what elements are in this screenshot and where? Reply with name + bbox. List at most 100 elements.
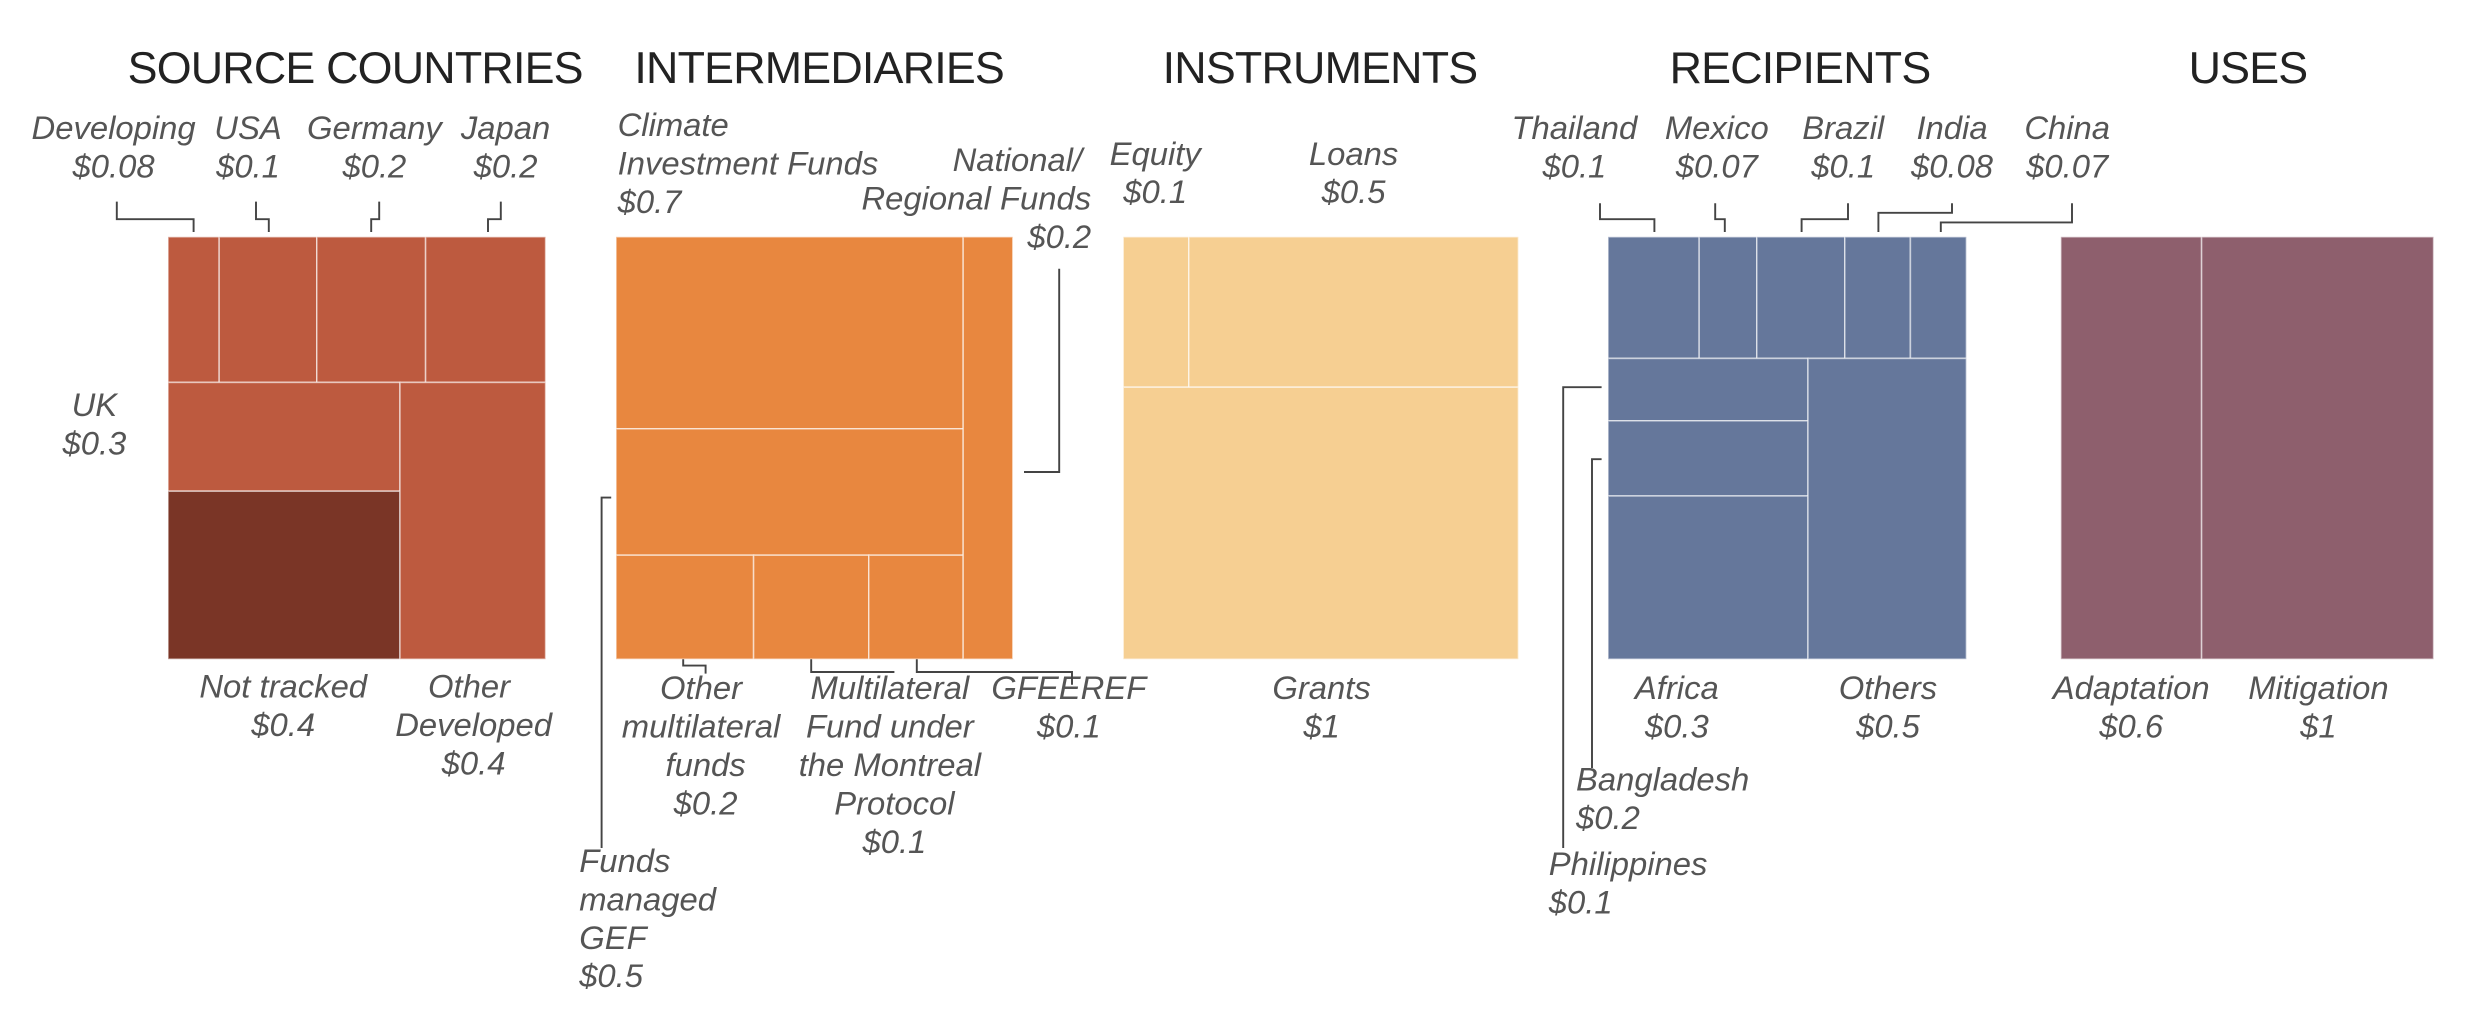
category-label: Others <box>1839 669 1937 706</box>
value-label: $1 <box>2299 708 2336 745</box>
category-label: GFEEREF <box>991 669 1148 706</box>
category-label: Loans <box>1309 135 1398 172</box>
panel-title: INSTRUMENTS <box>1163 43 1478 93</box>
treemap-cell <box>615 236 964 430</box>
leader-line <box>255 201 270 232</box>
treemap-cell <box>1607 495 1809 660</box>
category-label: Not tracked <box>199 668 368 705</box>
value-label: $0.08 <box>1910 148 1994 185</box>
treemap-cell <box>1698 236 1758 360</box>
category-label: Adaptation <box>2051 669 2210 706</box>
category-label: Japan <box>460 109 550 146</box>
value-label: $0.1 <box>1541 148 1606 185</box>
value-label: $0.2 <box>1026 218 1091 255</box>
value-label: $0.1 <box>1810 148 1875 185</box>
treemap-cell <box>424 236 547 384</box>
leader-line <box>1877 203 1953 232</box>
treemap-cell <box>1122 236 1190 388</box>
value-label: $0.3 <box>1644 708 1709 745</box>
category-label: Brazil <box>1802 109 1886 146</box>
value-label: $0.7 <box>617 183 684 220</box>
treemap-cell <box>868 554 964 660</box>
treemap-cell <box>2060 235 2203 660</box>
category-label: China <box>2024 109 2110 146</box>
treemap-cell <box>1844 236 1912 360</box>
treemap-cell <box>1607 357 1809 422</box>
value-label: $0.1 <box>1122 173 1187 210</box>
treemap-cell <box>962 235 1014 660</box>
treemap-cell <box>615 554 755 660</box>
value-label: $0.6 <box>2098 708 2164 745</box>
category-label: Thailand <box>1511 109 1639 146</box>
category-label: Grants <box>1272 669 1370 706</box>
category-label: Bangladesh <box>1576 760 1749 797</box>
treemap-cell <box>1807 357 1968 660</box>
leader-line <box>115 201 195 232</box>
value-label: $0.2 <box>341 148 406 185</box>
category-label: Philippines <box>1549 845 1708 882</box>
treemap-cell <box>1188 236 1520 388</box>
treemap-cell <box>752 554 870 660</box>
treemap-cell <box>2200 235 2435 660</box>
value-label: $0.2 <box>1575 799 1640 836</box>
value-label: $0.1 <box>1036 708 1101 745</box>
panel-title: SOURCE COUNTRIES <box>128 43 583 93</box>
value-label: $0.4 <box>441 744 506 781</box>
value-label: $0.1 <box>215 148 280 185</box>
value-label: $0.08 <box>72 148 156 185</box>
leader-line <box>682 659 707 674</box>
category-label: Other multilateral funds <box>622 669 790 783</box>
category-label: Mexico <box>1665 109 1769 146</box>
category-label: Equity <box>1110 135 1204 172</box>
value-label: $0.07 <box>2025 148 2110 185</box>
category-label: Climate Investment Funds <box>618 106 879 181</box>
leader-line <box>1562 386 1602 848</box>
treemap-cell <box>1607 420 1809 497</box>
value-label: $0.07 <box>1675 148 1760 185</box>
treemap-cell <box>167 236 221 384</box>
category-label: Multilateral Fund under the Montreal Pro… <box>799 669 990 821</box>
category-label: UK <box>72 386 120 423</box>
value-label: $0.3 <box>61 424 126 461</box>
treemap-cell <box>167 490 401 660</box>
category-label: Other Developed <box>395 668 554 743</box>
leader-line <box>370 201 381 232</box>
value-label: $0.5 <box>1321 173 1387 210</box>
value-label: $0.2 <box>473 148 538 185</box>
treemap-cell <box>399 381 547 661</box>
category-label: USA <box>214 109 281 146</box>
category-label: Germany <box>307 109 444 146</box>
panel-title: RECIPIENTS <box>1670 43 1931 93</box>
category-label: Mitigation <box>2248 669 2388 706</box>
value-label: $0.4 <box>250 706 315 743</box>
treemap-cell <box>167 381 401 492</box>
leader-line <box>1939 203 2073 232</box>
treemap-cell <box>218 236 318 384</box>
panel-title: INTERMEDIARIES <box>634 43 1004 93</box>
leader-line <box>915 659 1073 685</box>
leader-line <box>1800 203 1849 232</box>
value-label: $0.1 <box>861 823 926 860</box>
leader-line <box>1714 203 1726 232</box>
category-label: Africa <box>1633 669 1719 706</box>
leader-line <box>810 659 895 673</box>
value-label: $0.5 <box>1855 708 1921 745</box>
treemap-cell <box>1607 236 1701 360</box>
leader-line <box>600 496 612 848</box>
category-label: National/ Regional Funds <box>861 141 1091 216</box>
value-label: $0.2 <box>673 784 738 821</box>
category-label: Developing <box>32 109 196 146</box>
treemap-cell <box>615 428 964 556</box>
treemap-cell <box>1756 236 1846 360</box>
leader-line <box>1599 203 1656 232</box>
treemap-cell <box>1909 236 1968 360</box>
category-label: India <box>1916 109 1987 146</box>
value-label: $1 <box>1302 708 1339 745</box>
leader-line <box>1591 458 1602 768</box>
leader-line <box>1024 268 1061 473</box>
leader-line <box>487 201 502 232</box>
panel-title: USES <box>2189 43 2308 93</box>
value-label: $0.5 <box>578 957 644 994</box>
